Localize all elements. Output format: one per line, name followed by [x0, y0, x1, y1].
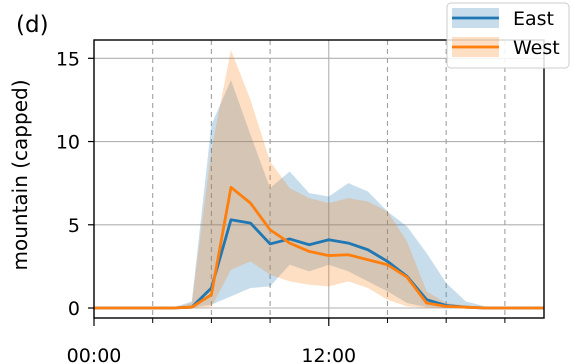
x-tick-label: 00:00 [67, 345, 122, 364]
y-tick-label: 5 [68, 215, 80, 237]
y-tick-label: 0 [68, 298, 80, 320]
band-west [94, 49, 544, 309]
legend: East West [446, 2, 570, 69]
legend-label-west: West [513, 37, 560, 59]
series-line-west [94, 185, 544, 310]
panel-label: (d) [16, 12, 49, 38]
tick-layer: 0 5 10 15 00:00 12:00 [56, 48, 506, 364]
y-tick-label: 15 [56, 48, 80, 70]
legend-label-east: East [513, 8, 554, 30]
band-east [94, 79, 544, 309]
y-axis-label: mountain (capped) [8, 79, 32, 270]
band-layer [94, 49, 544, 309]
y-tick-label: 10 [56, 132, 80, 154]
line-layer [94, 185, 544, 310]
plot-frame [93, 39, 545, 319]
x-tick-label: 12:00 [301, 345, 356, 364]
